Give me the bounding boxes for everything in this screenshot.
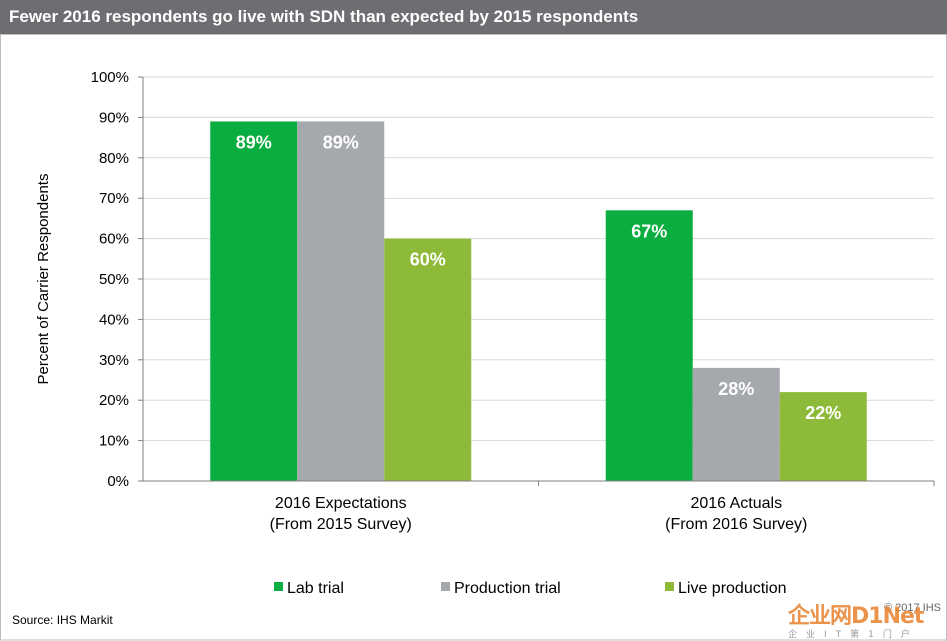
data-label: 67% xyxy=(631,221,667,241)
data-label: 89% xyxy=(323,132,359,152)
data-label: 89% xyxy=(236,132,272,152)
legend-label: Lab trial xyxy=(287,580,344,597)
bar-chart: 0% 10% 20% 30% 40% 50% 60% 70% 80% 90% 100% Percent… xyxy=(0,34,947,641)
bar-production-trial xyxy=(692,367,780,481)
y-tick-label: 30% xyxy=(99,352,129,369)
watermark: © 2017 IHS 企业网D1Net 企业IT第1门户 xyxy=(786,598,947,641)
data-label: 60% xyxy=(410,250,446,270)
bar-live-production xyxy=(779,392,867,481)
watermark-logo: 企业网D1Net xyxy=(788,604,924,629)
legend-swatch-production-trial xyxy=(441,582,450,591)
y-tick-label: 40% xyxy=(99,311,129,328)
source-note: Source: IHS Markit xyxy=(12,613,113,627)
y-tick-label: 0% xyxy=(107,473,129,490)
y-tick-label: 20% xyxy=(99,392,129,409)
legend-label: Production trial xyxy=(454,580,561,597)
y-tick-label: 10% xyxy=(99,433,129,450)
bar-live-production xyxy=(384,238,472,481)
data-label: 22% xyxy=(805,403,841,423)
x-category-label: (From 2016 Survey) xyxy=(665,516,807,533)
watermark-tagline: 企业IT第1门户 xyxy=(788,630,919,640)
bar-lab-trial xyxy=(605,210,693,481)
copyright-text: © 2017 IHS xyxy=(883,602,941,614)
y-tick-label: 90% xyxy=(99,109,129,126)
legend-label: Live production xyxy=(678,580,787,597)
chart-title-bar: Fewer 2016 respondents go live with SDN … xyxy=(0,0,947,34)
bar-production-trial xyxy=(297,121,385,481)
chart-frame xyxy=(0,34,947,641)
y-tick-label: 100% xyxy=(91,69,129,86)
legend-swatch-lab-trial xyxy=(274,582,283,591)
y-tick-label: 70% xyxy=(99,190,129,207)
data-label: 28% xyxy=(718,379,754,399)
bar-lab-trial xyxy=(210,121,298,481)
y-tick-label: 80% xyxy=(99,150,129,167)
y-tick-label: 50% xyxy=(99,271,129,288)
x-category-label: 2016 Actuals xyxy=(690,495,782,512)
y-tick-label: 60% xyxy=(99,231,129,248)
y-axis-label: Percent of Carrier Respondents xyxy=(35,174,52,385)
x-category-label: (From 2015 Survey) xyxy=(270,516,412,533)
x-category-label: 2016 Expectations xyxy=(275,495,407,512)
chart-title: Fewer 2016 respondents go live with SDN … xyxy=(9,7,639,26)
legend-swatch-live-production xyxy=(665,582,674,591)
